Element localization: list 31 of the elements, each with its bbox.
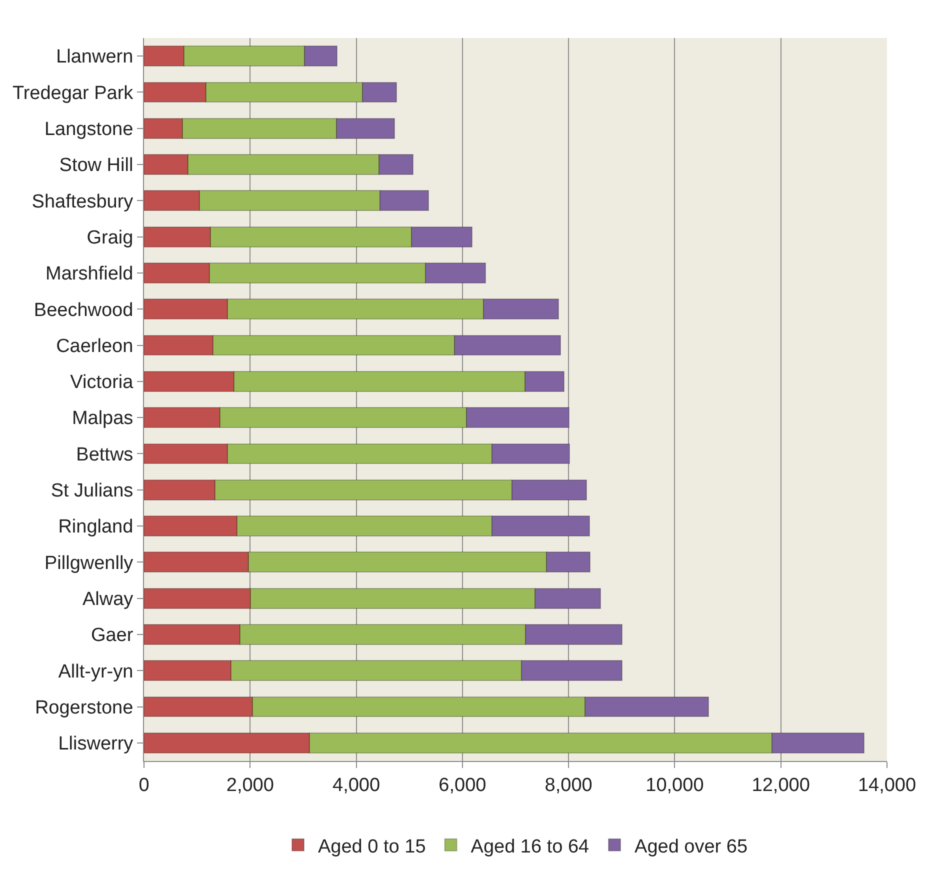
x-tick-label: 6,000 [438,774,486,796]
x-tick-label: 8,000 [544,774,592,796]
x-tick-label: 2,000 [226,774,274,796]
y-tick-label: Llanwern [56,46,134,68]
y-tick-label: Stow Hill [59,155,134,176]
x-tick-label: 4,000 [332,774,380,796]
x-tick-label: 12,000 [752,774,810,796]
x-tick-label: 0 [138,774,150,796]
legend-label: Aged over 65 [634,836,748,858]
legend-label: Aged 16 to 64 [470,836,590,858]
x-tick-label: 10,000 [646,774,704,796]
y-tick-label: Tredegar Park [12,82,134,104]
y-tick-label: Langstone [44,119,134,140]
legend-label: Aged 0 to 15 [318,836,426,858]
y-tick-label: Allt-yr-yn [58,661,134,682]
y-tick-label: Bettws [76,444,134,466]
y-tick-label: St Julians [50,480,134,502]
y-tick-label: Ringland [58,516,134,538]
y-tick-label: Pillgwenlly [44,552,134,574]
y-tick-label: Rogerstone [34,697,134,718]
y-tick-label: Graig [86,227,134,248]
y-tick-label: Lliswerry [58,734,134,755]
y-tick-label: Alway [82,588,134,610]
y-tick-label: Marshfield [46,264,134,285]
y-tick-label: Shaftesbury [32,191,134,212]
y-tick-label: Gaer [90,625,134,646]
y-tick-label: Victoria [70,372,134,394]
y-tick-label: Caerleon [56,336,134,357]
y-tick-label: Malpas [72,408,134,430]
x-tick-label: 14,000 [858,774,916,796]
y-tick-label: Beechwood [34,300,134,321]
